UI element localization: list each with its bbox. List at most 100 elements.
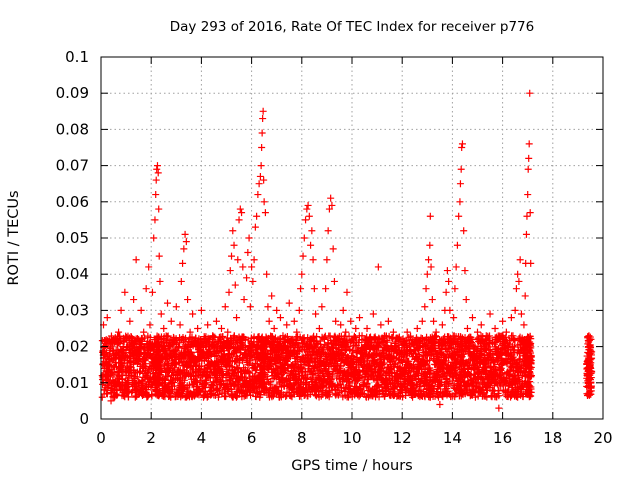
data-point xyxy=(176,321,184,329)
data-point xyxy=(363,325,371,332)
data-point xyxy=(347,317,355,325)
y-axis-title: ROTI / TECUs xyxy=(6,190,22,285)
data-point xyxy=(260,198,268,206)
y-tick-label: 0.08 xyxy=(56,120,89,138)
data-point xyxy=(251,223,259,231)
data-point xyxy=(329,245,337,253)
data-point xyxy=(342,328,350,336)
data-point xyxy=(356,314,364,322)
data-point xyxy=(253,212,261,220)
data-point xyxy=(154,169,162,177)
data-point xyxy=(273,306,281,314)
data-point xyxy=(152,176,160,184)
data-point xyxy=(180,245,188,253)
data-point xyxy=(240,296,248,304)
data-point xyxy=(446,306,454,314)
data-point xyxy=(231,281,239,289)
data-point xyxy=(520,321,528,329)
data-point xyxy=(486,310,494,318)
y-tick-label: 0.06 xyxy=(56,193,89,211)
x-tick-label: 14 xyxy=(443,429,462,447)
data-point xyxy=(339,306,347,314)
data-point xyxy=(258,144,266,151)
data-point xyxy=(263,270,271,278)
data-point xyxy=(443,267,451,275)
data-point xyxy=(309,256,317,264)
density-marker xyxy=(252,393,260,401)
data-point xyxy=(234,256,242,264)
data-point xyxy=(221,303,229,311)
data-point xyxy=(270,325,278,332)
data-point xyxy=(327,194,335,202)
data-point xyxy=(456,198,464,206)
data-point xyxy=(442,288,450,296)
data-point xyxy=(458,140,466,148)
density-marker xyxy=(222,392,230,400)
data-point xyxy=(436,401,444,409)
data-point xyxy=(318,303,326,311)
data-point xyxy=(142,285,150,293)
data-point xyxy=(507,314,515,322)
data-point xyxy=(515,277,523,285)
data-point xyxy=(343,288,351,296)
density-marker xyxy=(244,361,252,369)
x-tick-label: 10 xyxy=(342,429,361,447)
data-point xyxy=(499,317,507,325)
data-point xyxy=(146,321,154,329)
data-point xyxy=(461,267,469,275)
data-point xyxy=(153,162,161,170)
data-point xyxy=(452,263,460,271)
data-point xyxy=(167,317,175,325)
data-point xyxy=(255,180,263,188)
data-point xyxy=(212,317,220,325)
data-point xyxy=(421,303,429,311)
data-point xyxy=(243,274,251,282)
data-point xyxy=(156,277,164,285)
data-point xyxy=(462,296,470,304)
data-point xyxy=(233,314,241,322)
density-marker xyxy=(180,376,188,384)
data-point xyxy=(230,241,238,249)
data-point xyxy=(299,252,307,260)
data-point xyxy=(239,263,247,271)
chart-title: Day 293 of 2016, Rate Of TEC Index for r… xyxy=(170,19,534,35)
data-point xyxy=(455,212,463,220)
data-point xyxy=(517,310,525,318)
density-marker xyxy=(230,332,238,340)
y-tick-label: 0.03 xyxy=(56,301,89,319)
density-marker xyxy=(209,378,217,386)
data-point xyxy=(477,321,485,329)
density-marker xyxy=(164,373,172,381)
data-point xyxy=(524,191,532,199)
y-tick-label: 0.1 xyxy=(65,48,89,66)
density-marker xyxy=(215,390,223,398)
density-marker xyxy=(274,350,282,358)
y-tick-label: 0.09 xyxy=(56,84,89,102)
density-marker xyxy=(252,356,260,364)
data-point xyxy=(413,325,421,332)
data-point xyxy=(244,248,252,256)
data-point xyxy=(305,212,313,220)
density-marker xyxy=(179,385,187,393)
data-point xyxy=(369,310,377,318)
data-point xyxy=(194,325,202,332)
density-marker xyxy=(180,336,188,344)
data-point xyxy=(261,209,269,217)
data-point xyxy=(157,310,165,318)
data-point xyxy=(179,259,187,267)
data-point xyxy=(516,256,524,264)
data-point xyxy=(297,285,305,293)
data-point xyxy=(468,314,476,322)
density-marker xyxy=(98,393,106,401)
data-point xyxy=(330,277,338,285)
data-point xyxy=(276,314,284,322)
data-point xyxy=(524,165,532,173)
data-point xyxy=(463,325,471,332)
density-marker xyxy=(219,332,227,340)
data-point xyxy=(514,270,522,278)
data-point xyxy=(259,115,267,123)
data-point xyxy=(197,306,205,314)
data-point xyxy=(235,216,243,224)
